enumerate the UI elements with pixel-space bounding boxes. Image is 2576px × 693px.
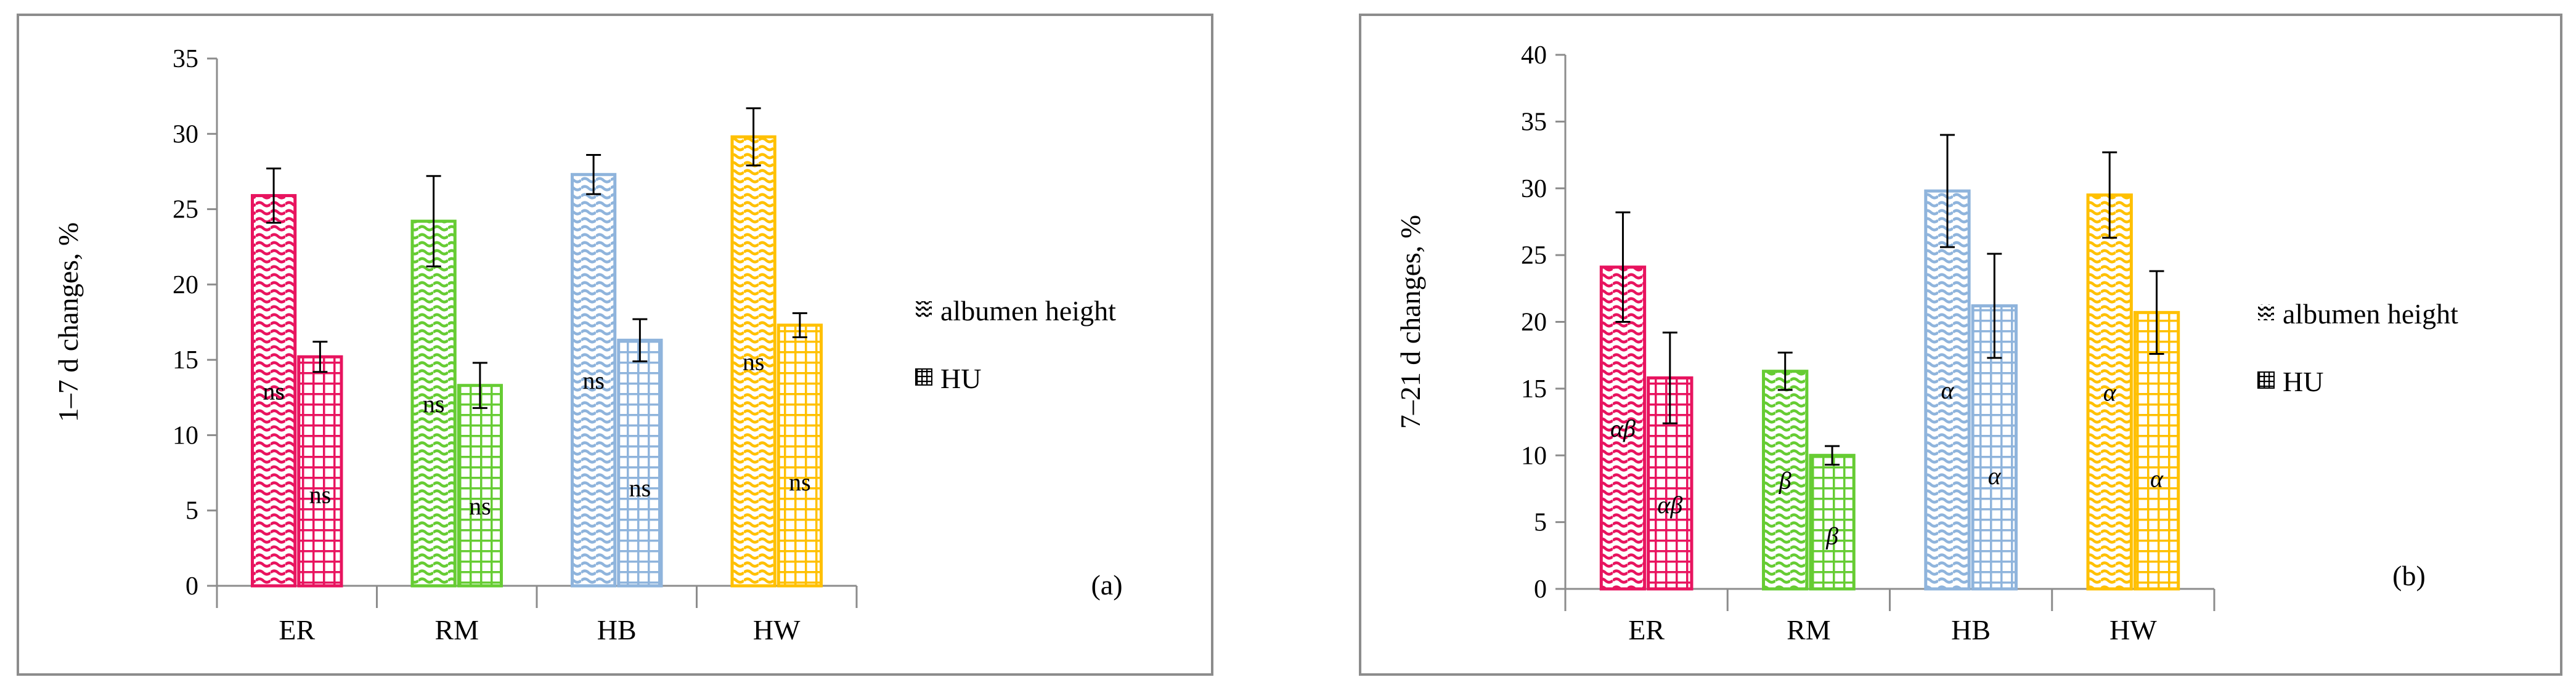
legend-label-albumen-height: albumen height <box>2283 298 2458 330</box>
y-tick-label: 10 <box>1521 442 1547 470</box>
error-bar <box>1987 253 2002 359</box>
y-tick-label: 25 <box>173 196 198 224</box>
chart-panel-b: 0 5 10 15 20 25 30 35 40 ER RM HB HW 7–21 d changes, … <box>1359 14 2562 676</box>
bar-hu-hb <box>617 338 663 588</box>
panel-label: (b) <box>2392 560 2426 591</box>
significance-label: ns <box>789 468 811 496</box>
y-tick-label: 15 <box>1521 375 1547 403</box>
significance-label: α <box>2103 378 2117 406</box>
legend-label-hu: HU <box>2283 366 2323 397</box>
x-category-label: ER <box>279 614 315 646</box>
significance-label: ns <box>309 480 332 508</box>
chart-b-svg: 0 5 10 15 20 25 30 35 40 ER RM HB HW 7–21 d changes, … <box>1395 41 2458 646</box>
legend-swatch-hu <box>915 368 932 386</box>
significance-label: ns <box>582 367 605 394</box>
y-tick-label: 35 <box>1521 108 1547 136</box>
error-bar <box>1662 331 1677 424</box>
error-bar <box>1615 211 1631 323</box>
x-category-label: HB <box>597 614 637 646</box>
legend-swatch-hu <box>2257 371 2275 389</box>
y-tick-label: 5 <box>185 497 198 525</box>
significance-label: α <box>2150 465 2164 493</box>
y-tick-label: 20 <box>1521 309 1547 337</box>
bar-hu-rm <box>1809 453 1856 591</box>
y-tick-label: 25 <box>1521 241 1547 270</box>
bar-hu-hw <box>2133 310 2180 591</box>
y-tick-label: 0 <box>1534 575 1547 604</box>
bar-hu-er <box>297 355 343 588</box>
legend-label-albumen-height: albumen height <box>940 295 1116 326</box>
bar-hu-rm <box>457 384 503 588</box>
significance-label: β <box>1779 466 1791 494</box>
x-category-label: RM <box>434 614 479 646</box>
significance-label: ns <box>469 492 491 520</box>
y-tick-label: 35 <box>173 45 198 73</box>
legend-swatch-albumen-height <box>2258 304 2274 320</box>
significance-label: αβ <box>1657 491 1682 519</box>
x-category-label: RM <box>1787 614 1831 646</box>
significance-label: ns <box>263 377 285 405</box>
significance-label: α <box>1941 376 1954 404</box>
significance-label: ns <box>629 474 651 502</box>
y-tick-label: 0 <box>185 572 198 601</box>
y-tick-label: 10 <box>173 421 198 450</box>
significance-label: αβ <box>1610 415 1636 442</box>
legend-swatch-albumen-height <box>916 301 932 317</box>
chart-a-svg: 0 5 10 15 20 25 30 35 ER RM HB HW 1–7 d changes, % ns… <box>52 45 1123 646</box>
error-bar <box>472 362 487 409</box>
x-category-label: ER <box>1628 614 1665 646</box>
panel-label: (a) <box>1091 569 1122 601</box>
y-tick-label: 20 <box>173 271 198 299</box>
significance-label: ns <box>743 348 765 376</box>
error-bar <box>632 318 648 363</box>
y-axis-title: 1–7 d changes, % <box>52 222 84 422</box>
x-category-label: HW <box>2109 614 2157 646</box>
error-bar <box>792 312 807 338</box>
error-bar <box>746 107 761 167</box>
error-bar <box>1939 134 1955 248</box>
x-category-label: HW <box>753 614 801 646</box>
y-tick-label: 5 <box>1534 509 1547 537</box>
legend-label-hu: HU <box>940 363 981 394</box>
chart-panel-a: 0 5 10 15 20 25 30 35 ER RM HB HW 1–7 d changes, % ns… <box>17 14 1213 676</box>
error-bar <box>586 154 601 195</box>
x-category-label: HB <box>1951 614 1991 646</box>
error-bar <box>2149 270 2164 355</box>
y-tick-label: 30 <box>173 120 198 148</box>
y-tick-label: 15 <box>173 346 198 375</box>
y-axis-title: 7–21 d changes, % <box>1395 215 1426 429</box>
y-tick-label: 30 <box>1521 175 1547 203</box>
significance-label: α <box>1988 462 2002 490</box>
error-bar <box>1825 445 1840 466</box>
significance-label: β <box>1825 522 1838 549</box>
error-bar <box>266 168 282 224</box>
bar-hu-hw <box>776 323 823 588</box>
error-bar <box>1777 351 1793 391</box>
error-bar <box>2102 151 2117 239</box>
error-bar <box>426 175 441 268</box>
y-tick-label: 40 <box>1521 41 1547 70</box>
bar-albumen-height-er <box>250 194 297 588</box>
significance-label: ns <box>423 390 445 418</box>
error-bar <box>312 341 328 373</box>
